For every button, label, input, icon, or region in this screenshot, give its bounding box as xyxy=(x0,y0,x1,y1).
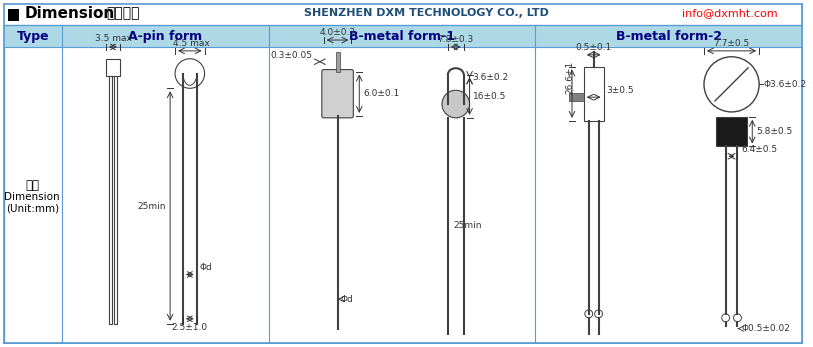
Bar xyxy=(715,117,747,146)
Text: 6.0±0.1: 6.0±0.1 xyxy=(363,89,399,98)
Text: Φd: Φd xyxy=(200,263,212,272)
Text: Φ0.5±0.02: Φ0.5±0.02 xyxy=(741,324,790,333)
Text: 4.0±0.3: 4.0±0.3 xyxy=(320,28,355,37)
Circle shape xyxy=(594,310,602,318)
Text: 7.8±0.3: 7.8±0.3 xyxy=(437,35,474,44)
Text: 尺寸: 尺寸 xyxy=(25,179,39,192)
Text: 2.5±1.0: 2.5±1.0 xyxy=(172,323,208,332)
Bar xyxy=(569,93,584,101)
Text: Type: Type xyxy=(16,29,49,43)
Text: 外观尺寸: 外观尺寸 xyxy=(107,7,140,20)
Text: Φ3.6±0.2: Φ3.6±0.2 xyxy=(763,80,806,89)
Circle shape xyxy=(175,59,205,88)
Circle shape xyxy=(733,314,741,322)
Text: info@dxmht.com: info@dxmht.com xyxy=(682,8,778,18)
Text: 3.6±0.2: 3.6±0.2 xyxy=(472,73,509,82)
Text: 4.5 max: 4.5 max xyxy=(173,39,211,48)
Bar xyxy=(4,25,803,47)
FancyBboxPatch shape xyxy=(322,70,354,118)
Circle shape xyxy=(442,90,470,118)
Text: 3.5 max: 3.5 max xyxy=(94,34,132,43)
Bar xyxy=(114,76,117,324)
Bar xyxy=(4,3,802,25)
Circle shape xyxy=(722,314,729,322)
Bar xyxy=(109,76,112,324)
Text: 7.7±0.5: 7.7±0.5 xyxy=(714,39,750,48)
Text: SHENZHEN DXM TECHNOLOGY CO., LTD: SHENZHEN DXM TECHNOLOGY CO., LTD xyxy=(304,8,549,18)
Circle shape xyxy=(585,310,593,318)
Text: 0.5±0.1: 0.5±0.1 xyxy=(576,43,612,52)
Text: Dimension: Dimension xyxy=(4,192,60,202)
Text: B-metal form-1: B-metal form-1 xyxy=(349,29,454,43)
Text: Φd: Φd xyxy=(341,295,354,304)
Text: A-pin form: A-pin form xyxy=(128,29,202,43)
Text: (Unit:mm): (Unit:mm) xyxy=(6,204,59,214)
Text: Dimension: Dimension xyxy=(24,6,115,21)
Text: 3±0.5: 3±0.5 xyxy=(606,86,634,95)
Bar xyxy=(584,67,603,121)
Circle shape xyxy=(704,57,759,112)
Text: 6.4±0.5: 6.4±0.5 xyxy=(741,145,777,154)
Text: B-metal form-2: B-metal form-2 xyxy=(616,29,722,43)
Bar xyxy=(336,52,340,71)
Bar xyxy=(7,9,20,21)
Text: 0.3±0.05: 0.3±0.05 xyxy=(270,51,312,60)
Text: 25min: 25min xyxy=(454,221,482,230)
Text: 26.6±1: 26.6±1 xyxy=(566,60,575,94)
Text: 5.8±0.5: 5.8±0.5 xyxy=(756,127,793,136)
Text: 16±0.5: 16±0.5 xyxy=(472,92,506,101)
Text: 25min: 25min xyxy=(137,202,166,211)
Bar xyxy=(107,59,120,76)
